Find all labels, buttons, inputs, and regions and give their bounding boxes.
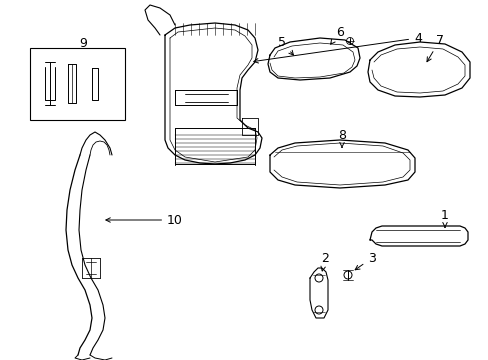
Text: 6: 6 xyxy=(330,26,343,44)
Text: 8: 8 xyxy=(337,129,346,147)
Text: 7: 7 xyxy=(426,33,443,62)
Text: 10: 10 xyxy=(105,213,183,226)
Text: 9: 9 xyxy=(79,36,87,50)
Text: 3: 3 xyxy=(354,252,375,270)
Text: 5: 5 xyxy=(278,36,293,55)
Text: 1: 1 xyxy=(440,208,448,227)
Text: 2: 2 xyxy=(320,252,328,271)
Text: 4: 4 xyxy=(253,32,421,63)
Bar xyxy=(30,48,125,120)
